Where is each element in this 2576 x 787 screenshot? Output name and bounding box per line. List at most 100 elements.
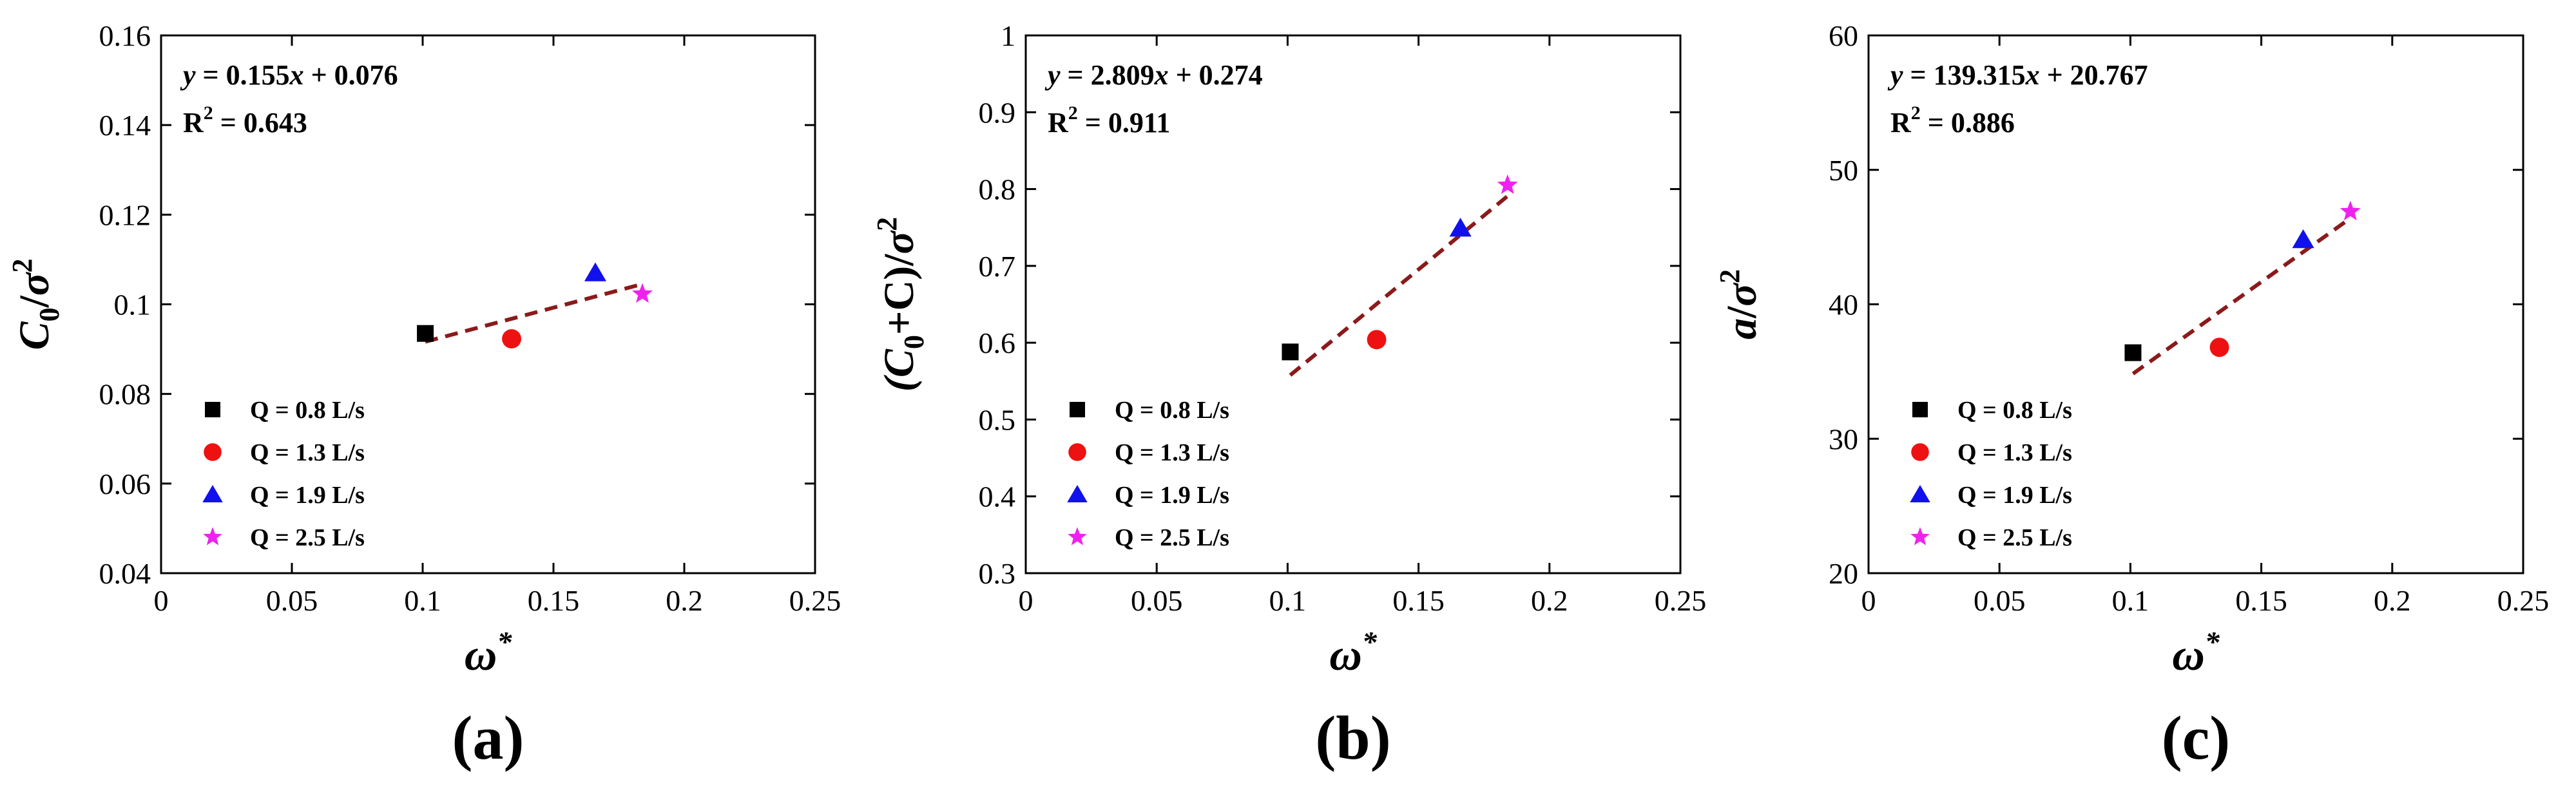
- x-tick-label: 0.25: [789, 584, 841, 617]
- y-tick-label: 0.3: [979, 557, 1016, 590]
- chart-panel-2: 0 0.05 0.1 0.15 0.2 0.25 0.3 0.4 0.5 0.6 0.7 0.8 0.9…: [871, 19, 1706, 772]
- x-tick-label: 0.05: [1131, 584, 1183, 617]
- legend-marker-1: [1070, 402, 1085, 417]
- y-tick-label: 0.04: [99, 557, 151, 590]
- y-tick-label: 0.06: [99, 468, 151, 500]
- panel-label: (b): [1315, 703, 1390, 772]
- x-tick-label: 0.15: [528, 584, 580, 617]
- equation-part: = 139.315: [1903, 59, 2026, 91]
- x-tick-label: 0.05: [1974, 584, 2026, 617]
- fit-equation: y = 2.809x + 0.274: [1044, 59, 1263, 91]
- y-tick-label: 0.1: [114, 289, 151, 321]
- y-tick-label: 0.5: [979, 403, 1016, 436]
- x-tick-label: 0: [154, 584, 169, 617]
- legend-label: Q = 2.5 L/s: [250, 524, 365, 551]
- y-tick-label: 0.16: [99, 19, 151, 52]
- y-tick-label: 60: [1829, 19, 1858, 52]
- data-point-3: [1449, 218, 1472, 237]
- equation-part: y: [1887, 59, 1903, 91]
- x-axis-label: ω*: [2172, 625, 2220, 680]
- data-point-1: [417, 325, 434, 342]
- fit-equation: y = 139.315x + 20.767: [1887, 59, 2148, 91]
- y-label-sub: 0: [898, 335, 930, 349]
- equation-part: x: [289, 59, 304, 91]
- x-tick-label: 0.25: [2497, 584, 2550, 617]
- legend-label: Q = 1.9 L/s: [250, 482, 365, 509]
- y-label-main: a: [1718, 318, 1765, 339]
- x-tick-label: 0.2: [2374, 584, 2411, 617]
- y-label-main: (C: [876, 348, 923, 392]
- fit-equation: y = 0.155x + 0.076: [180, 59, 398, 91]
- panel-label: (c): [2162, 703, 2231, 772]
- equation-part: + 20.767: [2040, 59, 2148, 91]
- y-tick-label: 0.9: [979, 96, 1016, 129]
- legend: Q = 0.8 L/s Q = 1.3 L/s Q = 1.9 L/s Q = 2.5…: [1067, 397, 1229, 551]
- y-label-sigma: σ: [876, 229, 923, 254]
- r2-label: R: [183, 107, 204, 138]
- data-point-2: [1367, 330, 1387, 350]
- legend-label: Q = 0.8 L/s: [250, 397, 365, 424]
- data-point-4: [632, 283, 653, 303]
- y-label-sigma: σ: [1718, 282, 1765, 307]
- data-point-4: [1497, 174, 1518, 194]
- legend-marker-4: [1910, 527, 1930, 545]
- y-tick-label: 0.4: [979, 480, 1016, 513]
- x-tick-label: 0.1: [1269, 584, 1307, 617]
- y-label-mid: /: [11, 294, 58, 308]
- y-label-mid: /: [1718, 305, 1765, 319]
- y-tick-label: 0.14: [99, 109, 151, 142]
- y-axis-label: (C0+C)/σ2: [871, 217, 930, 392]
- legend-marker-4: [203, 527, 222, 545]
- legend-label: Q = 1.9 L/s: [1115, 482, 1229, 509]
- y-label-sigma: σ: [11, 271, 58, 296]
- panel-label: (a): [452, 703, 524, 772]
- y-label-sub: 0: [34, 307, 65, 321]
- y-tick-label: 0.6: [979, 327, 1016, 359]
- legend-marker-3: [202, 485, 223, 502]
- equation-part: + 0.274: [1169, 59, 1263, 91]
- x-tick-label: 0.15: [2235, 584, 2287, 617]
- r2-value: = 0.643: [213, 107, 307, 138]
- equation-part: = 2.809: [1061, 59, 1155, 91]
- plot-frame: [1024, 34, 1682, 574]
- x-tick-label: 0.1: [404, 584, 441, 617]
- r-squared: R2 = 0.643: [183, 102, 307, 138]
- legend: Q = 0.8 L/s Q = 1.3 L/s Q = 1.9 L/s Q = 2.5…: [1910, 397, 2072, 551]
- x-tick-label: 0.1: [2112, 584, 2149, 617]
- legend-marker-3: [1910, 485, 1930, 502]
- legend-label: Q = 1.9 L/s: [1957, 482, 2072, 509]
- y-tick-label: 0.08: [99, 378, 151, 411]
- x-tick-label: 0.05: [266, 584, 318, 617]
- y-axis-label: a/σ2: [1714, 269, 1765, 339]
- equation-part: y: [180, 59, 196, 91]
- chart-panel-1: 0 0.05 0.1 0.15 0.2 0.25 0.04 0.06 0.08 0.1 0.12 0.…: [6, 19, 841, 772]
- data-point-1: [2124, 344, 2142, 361]
- r2-sup: 2: [1911, 102, 1921, 124]
- r2-label: R: [1890, 107, 1912, 138]
- y-tick-label: 0.12: [99, 198, 151, 231]
- legend-marker-2: [1911, 443, 1929, 461]
- y-axis-label: C0/σ2: [6, 259, 65, 350]
- legend-label: Q = 2.5 L/s: [1115, 524, 1229, 551]
- equation-part: y: [1044, 59, 1061, 91]
- fit-line: [425, 282, 643, 344]
- x-tick-label: 0: [1861, 584, 1876, 617]
- y-label-main: C: [11, 321, 58, 350]
- data-point-4: [2340, 200, 2361, 221]
- legend-label: Q = 1.3 L/s: [1115, 439, 1229, 466]
- y-label-sup: 2: [1714, 269, 1745, 283]
- x-tick-label: 0.15: [1392, 584, 1445, 617]
- legend-label: Q = 1.3 L/s: [1957, 439, 2072, 466]
- x-axis-label: ω*: [1329, 625, 1378, 680]
- r2-label: R: [1048, 107, 1069, 138]
- fit-line: [1289, 194, 1509, 377]
- x-axis-label-sup: *: [2205, 625, 2220, 658]
- y-tick-label: 30: [1829, 422, 1858, 455]
- fit-line: [2131, 216, 2352, 375]
- legend: Q = 0.8 L/s Q = 1.3 L/s Q = 1.9 L/s Q = 2.5…: [202, 397, 365, 551]
- y-label-sup: 2: [871, 217, 903, 231]
- data-point-3: [2292, 229, 2314, 249]
- y-tick-label: 1: [1001, 19, 1015, 52]
- r2-sup: 2: [1068, 102, 1078, 124]
